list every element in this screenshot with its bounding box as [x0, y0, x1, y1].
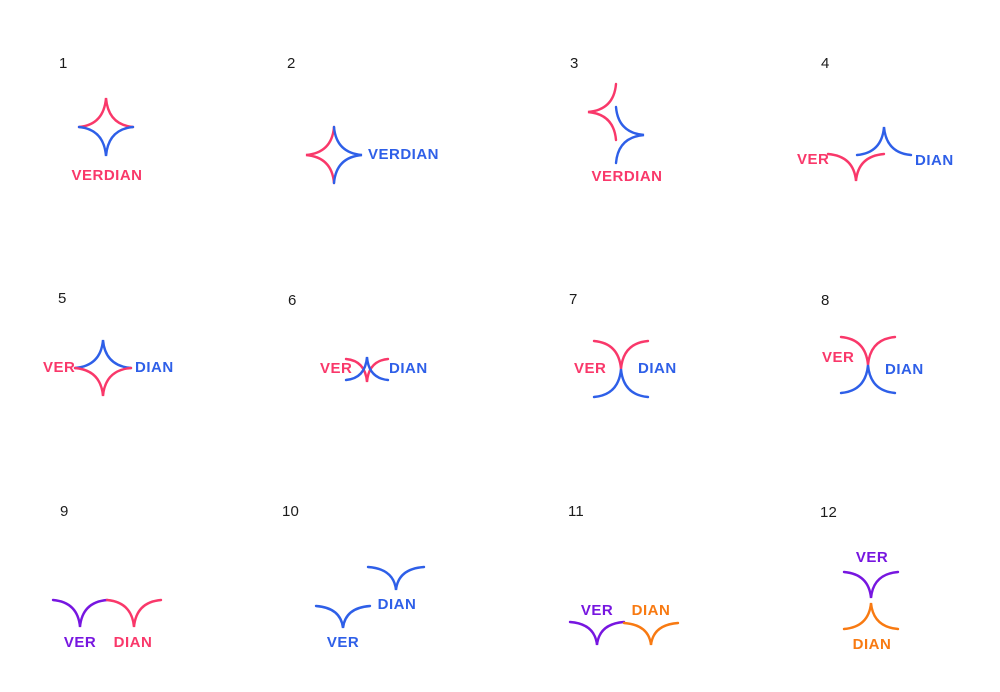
- star-right-half-icon: [332, 125, 363, 185]
- star-up-point-icon: [842, 602, 900, 631]
- wordmark-label: VERDIAN: [71, 167, 143, 184]
- star-bottom-half-icon: [77, 125, 135, 157]
- concept-5-number: 5: [58, 290, 67, 307]
- dip-curve-icon: [51, 598, 109, 628]
- ver-label: VER: [822, 349, 855, 366]
- star-down-point-icon: [826, 152, 886, 182]
- star-left-half-icon: [305, 125, 336, 185]
- star-down-point-icon: [842, 570, 900, 599]
- ver-label: VER: [797, 151, 830, 168]
- dip-curve-icon: [105, 598, 163, 628]
- dip-curve-icon: [622, 621, 680, 646]
- dian-label: DIAN: [377, 596, 417, 613]
- star-bottom-half-icon: [73, 366, 133, 397]
- wordmark-label: VERDIAN: [591, 168, 663, 185]
- concept-8-number: 8: [821, 292, 830, 309]
- dian-label: DIAN: [638, 360, 677, 377]
- dian-label: DIAN: [135, 359, 174, 376]
- dian-label: DIAN: [852, 636, 892, 653]
- star-left-half-icon: [587, 82, 618, 142]
- ver-label: VER: [580, 602, 614, 619]
- star-down-point-icon: [344, 357, 390, 383]
- ver-label: VER: [63, 634, 97, 651]
- dip-curve-icon: [314, 604, 372, 629]
- star-right-half-icon: [614, 105, 645, 165]
- dip-curve-icon: [568, 620, 626, 646]
- concept-7-number: 7: [569, 291, 578, 308]
- wordmark-label: VERDIAN: [368, 146, 440, 163]
- dian-label: DIAN: [631, 602, 671, 619]
- concept-2-number: 2: [287, 55, 296, 72]
- ver-label: VER: [320, 360, 353, 377]
- star-top-half-icon: [73, 339, 133, 370]
- dian-label: DIAN: [915, 152, 954, 169]
- concept-4-number: 4: [821, 55, 830, 72]
- ver-label: VER: [574, 360, 607, 377]
- dip-curve-icon: [366, 565, 426, 591]
- concept-12-number: 12: [820, 504, 838, 521]
- ver-label: VER: [43, 359, 76, 376]
- star-up-point-icon: [839, 364, 897, 395]
- dian-label: DIAN: [113, 634, 153, 651]
- ver-label: VER: [326, 634, 360, 651]
- concept-1-number: 1: [59, 55, 68, 72]
- concept-3-number: 3: [570, 55, 579, 72]
- star-top-half-icon: [77, 97, 135, 129]
- concept-11-number: 11: [568, 503, 584, 520]
- star-up-point-icon: [855, 126, 913, 157]
- star-up-point-icon: [592, 368, 650, 399]
- dian-label: DIAN: [885, 361, 924, 378]
- ver-label: VER: [855, 549, 889, 566]
- concept-10-number: 10: [282, 503, 300, 520]
- star-up-point-icon: [344, 356, 390, 382]
- dian-label: DIAN: [389, 360, 428, 377]
- concept-9-number: 9: [60, 503, 69, 520]
- concept-6-number: 6: [288, 292, 297, 309]
